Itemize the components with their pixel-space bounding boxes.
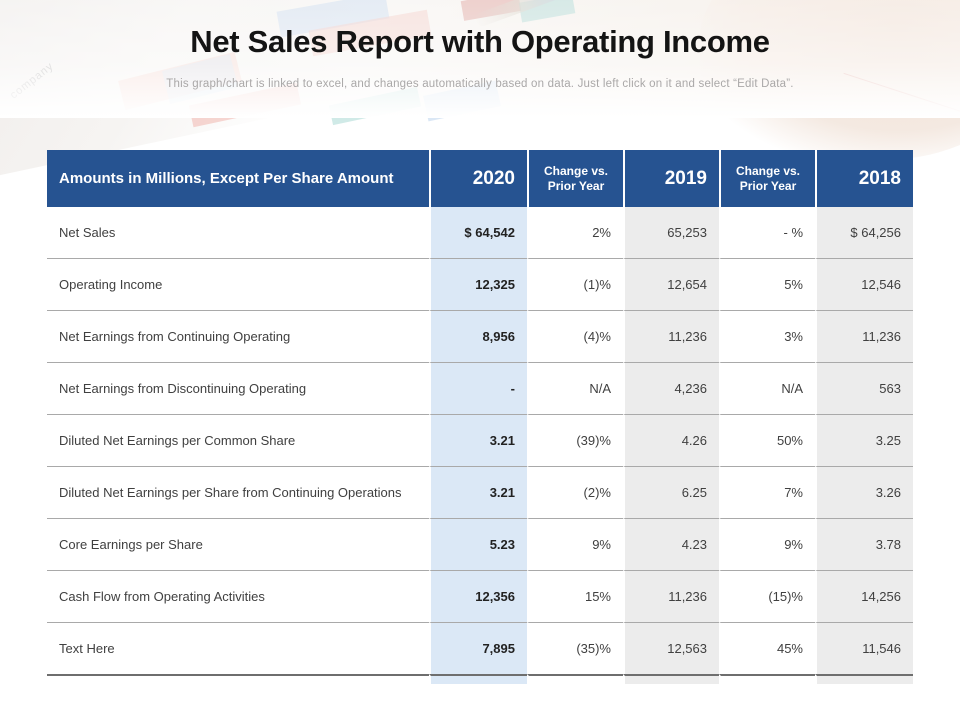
- value-2020-cell: 3.21: [429, 466, 527, 518]
- value-2020-cell: 7,895: [429, 622, 527, 674]
- row-label-cell: Operating Income: [47, 258, 429, 310]
- change-cell: 3%: [719, 310, 815, 362]
- column-shade-extension: [623, 674, 719, 684]
- change-cell: (15)%: [719, 570, 815, 622]
- value-2020-cell: 8,956: [429, 310, 527, 362]
- table-row: Text Here 7,895 (35)% 12,563 45% 11,546: [47, 622, 913, 674]
- table-row: Net Earnings from Continuing Operating 8…: [47, 310, 913, 362]
- value-2020-cell: 12,325: [429, 258, 527, 310]
- table-row: Diluted Net Earnings per Share from Cont…: [47, 466, 913, 518]
- change-cell: (39)%: [527, 414, 623, 466]
- change-cell: N/A: [719, 362, 815, 414]
- column-shade-extension: [815, 674, 913, 684]
- change-cell: 45%: [719, 622, 815, 674]
- change-cell: (2)%: [527, 466, 623, 518]
- value-2018-cell: 11,546: [815, 622, 913, 674]
- row-label-cell: Cash Flow from Operating Activities: [47, 570, 429, 622]
- change-cell: 5%: [719, 258, 815, 310]
- col-header-2019: 2019: [623, 150, 719, 207]
- value-2019-cell: 12,563: [623, 622, 719, 674]
- value-2020-cell: 3.21: [429, 414, 527, 466]
- col-header-change-2020: Change vs. Prior Year: [527, 150, 623, 207]
- column-shade-extension: [719, 674, 815, 684]
- value-2019-cell: 11,236: [623, 310, 719, 362]
- change-cell: 9%: [719, 518, 815, 570]
- column-shade-extension: [429, 674, 527, 684]
- row-label-cell: Net Sales: [47, 207, 429, 258]
- value-2019-cell: 4.26: [623, 414, 719, 466]
- row-label-cell: Diluted Net Earnings per Common Share: [47, 414, 429, 466]
- change-cell: N/A: [527, 362, 623, 414]
- value-2019-cell: 6.25: [623, 466, 719, 518]
- value-2019-cell: 12,654: [623, 258, 719, 310]
- value-2018-cell: 12,546: [815, 258, 913, 310]
- change-cell: 50%: [719, 414, 815, 466]
- row-label-cell: Diluted Net Earnings per Share from Cont…: [47, 466, 429, 518]
- table-row: Diluted Net Earnings per Common Share 3.…: [47, 414, 913, 466]
- row-label-cell: Net Earnings from Continuing Operating: [47, 310, 429, 362]
- value-2019-cell: 65,253: [623, 207, 719, 258]
- value-2018-cell: 11,236: [815, 310, 913, 362]
- table-row: Cash Flow from Operating Activities 12,3…: [47, 570, 913, 622]
- col-header-label: Amounts in Millions, Except Per Share Am…: [47, 150, 429, 207]
- table-row: Core Earnings per Share 5.23 9% 4.23 9% …: [47, 518, 913, 570]
- col-header-2018: 2018: [815, 150, 913, 207]
- value-2018-cell: 14,256: [815, 570, 913, 622]
- value-2019-cell: 4.23: [623, 518, 719, 570]
- table-header-row: Amounts in Millions, Except Per Share Am…: [47, 150, 913, 207]
- column-shade-extension: [47, 674, 429, 684]
- table-row: Net Earnings from Discontinuing Operatin…: [47, 362, 913, 414]
- value-2020-cell: $ 64,542: [429, 207, 527, 258]
- value-2018-cell: 3.26: [815, 466, 913, 518]
- table-row: Net Sales $ 64,542 2% 65,253 - % $ 64,25…: [47, 207, 913, 258]
- change-cell: (35)%: [527, 622, 623, 674]
- change-cell: - %: [719, 207, 815, 258]
- value-2019-cell: 11,236: [623, 570, 719, 622]
- column-shade-extension: [527, 674, 623, 684]
- table-row: Operating Income 12,325 (1)% 12,654 5% 1…: [47, 258, 913, 310]
- value-2018-cell: 3.25: [815, 414, 913, 466]
- change-cell: 9%: [527, 518, 623, 570]
- value-2020-cell: 12,356: [429, 570, 527, 622]
- header-background-photo: company: [0, 0, 960, 184]
- net-sales-table: Amounts in Millions, Except Per Share Am…: [47, 150, 913, 684]
- col-header-2020: 2020: [429, 150, 527, 207]
- row-label-cell: Text Here: [47, 622, 429, 674]
- column-shade-extension-row: [47, 674, 913, 684]
- value-2019-cell: 4,236: [623, 362, 719, 414]
- col-header-change-2019: Change vs. Prior Year: [719, 150, 815, 207]
- row-label-cell: Net Earnings from Discontinuing Operatin…: [47, 362, 429, 414]
- change-cell: 7%: [719, 466, 815, 518]
- value-2018-cell: 563: [815, 362, 913, 414]
- value-2020-cell: -: [429, 362, 527, 414]
- value-2018-cell: $ 64,256: [815, 207, 913, 258]
- row-label-cell: Core Earnings per Share: [47, 518, 429, 570]
- value-2018-cell: 3.78: [815, 518, 913, 570]
- change-cell: 2%: [527, 207, 623, 258]
- photo-fade-overlay: [0, 0, 960, 118]
- change-cell: (4)%: [527, 310, 623, 362]
- value-2020-cell: 5.23: [429, 518, 527, 570]
- change-cell: 15%: [527, 570, 623, 622]
- change-cell: (1)%: [527, 258, 623, 310]
- page-title: Net Sales Report with Operating Income: [190, 24, 770, 59]
- page-subtitle: This graph/chart is linked to excel, and…: [166, 78, 794, 90]
